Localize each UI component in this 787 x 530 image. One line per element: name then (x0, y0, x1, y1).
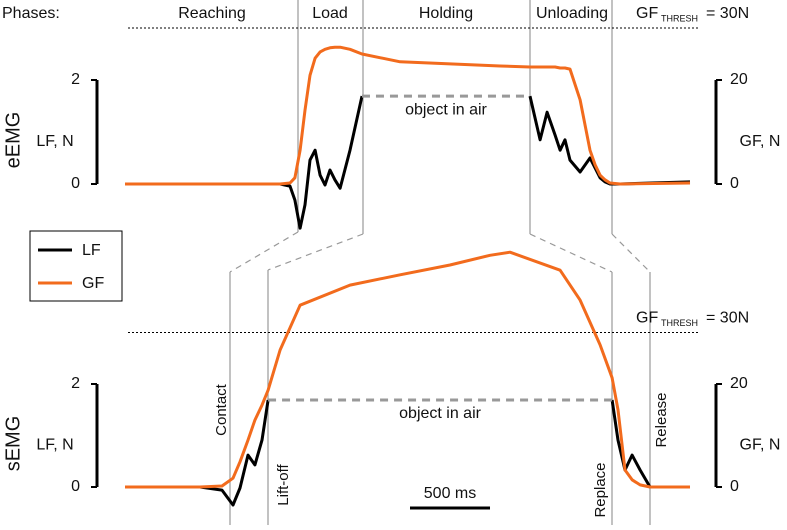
event-label: Contact (213, 383, 230, 436)
y-tick-label: 2 (71, 375, 80, 392)
legend-label: GF (82, 275, 104, 292)
y-tick-label: 0 (71, 175, 80, 192)
phase-label: Holding (419, 5, 473, 22)
y2-tick-label: 0 (730, 175, 739, 192)
y2-axis-title: GF, N (740, 133, 781, 150)
line-series (125, 45, 691, 186)
y2-tick-label: 20 (730, 71, 748, 88)
legend: LF GF (29, 230, 123, 302)
threshold-label: = 30N (706, 310, 749, 327)
phases-label: Phases: (2, 5, 60, 22)
panel-label: sEMG (2, 416, 24, 472)
y2-tick-label: 20 (730, 375, 748, 392)
y2-tick-label: 0 (730, 478, 739, 495)
event-label: Release (653, 392, 670, 447)
y-tick-label: 2 (71, 71, 80, 88)
line-series (125, 250, 690, 489)
threshold-sub: THRESH (661, 13, 698, 23)
annotation: object in air (405, 101, 487, 118)
panel-label: eEMG (2, 112, 24, 169)
legend-label: LF (82, 242, 101, 259)
legend-box (29, 230, 123, 302)
phase-label: Load (312, 5, 348, 22)
phase-label: Reaching (178, 5, 246, 22)
threshold-name: GF (636, 5, 658, 22)
y-axis-title: LF, N (36, 133, 73, 150)
event-label: Lift-off (275, 463, 292, 505)
y-tick-label: 0 (71, 478, 80, 495)
scale-bar-label: 500 ms (424, 485, 476, 502)
y-axis-title: LF, N (36, 437, 73, 454)
threshold-sub: THRESH (661, 318, 698, 328)
y2-axis-title: GF, N (740, 437, 781, 454)
event-label: Replace (592, 462, 609, 517)
phase-lines (229, 0, 651, 525)
threshold-label: = 30N (706, 5, 749, 22)
phase-label: Unloading (536, 5, 608, 22)
threshold-name: GF (636, 310, 658, 327)
annotation: object in air (399, 405, 481, 422)
